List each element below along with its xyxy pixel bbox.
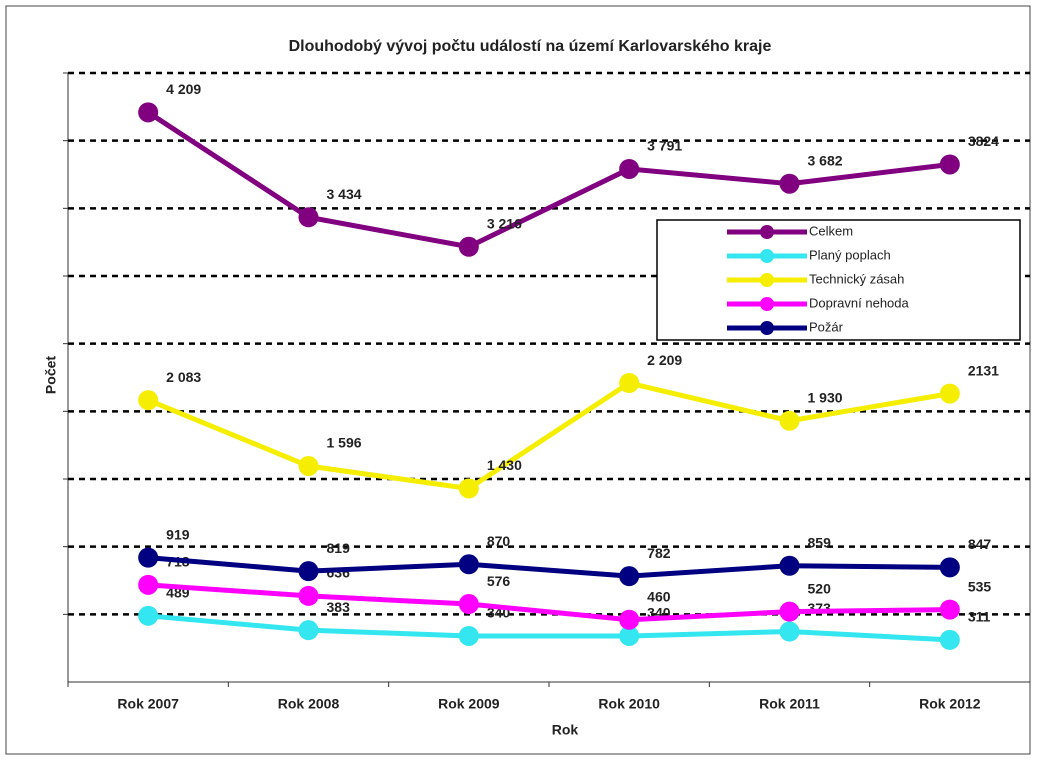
legend-marker (760, 297, 774, 311)
data-label: 3 682 (808, 152, 843, 168)
data-label: 535 (968, 578, 992, 594)
data-point (138, 605, 159, 626)
data-label: 3 434 (327, 186, 362, 202)
legend-marker (760, 321, 774, 335)
data-point (138, 390, 159, 411)
x-tick-label: Rok 2009 (438, 696, 500, 712)
data-label: 460 (647, 588, 671, 604)
series-line (147, 380, 951, 492)
data-label: 919 (166, 526, 190, 542)
legend-label: Požár (809, 319, 844, 334)
data-point (619, 609, 640, 630)
x-tick-label: Rok 2011 (759, 696, 820, 712)
data-point (939, 557, 960, 578)
data-point (298, 207, 319, 228)
data-point (458, 625, 479, 646)
legend-box (656, 219, 1021, 341)
x-tick-label: Rok 2008 (278, 696, 340, 712)
data-label: 1 930 (808, 390, 843, 406)
chart-title: Dlouhodobý vývoj počtu událostí na území… (289, 38, 772, 55)
data-point (298, 561, 319, 582)
x-tick-label: Rok 2012 (919, 696, 981, 712)
data-point (939, 599, 960, 620)
series-line (146, 110, 951, 250)
x-axis-label: Rok (552, 722, 579, 738)
y-axis-label: Počet (43, 356, 59, 394)
data-point (619, 373, 640, 394)
legend-marker (760, 225, 774, 239)
data-label: 2 209 (647, 352, 682, 368)
data-point (779, 601, 800, 622)
data-point (458, 594, 479, 615)
data-point (458, 478, 479, 499)
data-point (298, 456, 319, 477)
legend-marker (760, 273, 774, 287)
data-label: 782 (647, 545, 671, 561)
data-point (939, 629, 960, 650)
data-point (298, 620, 319, 641)
series-line (147, 613, 950, 643)
data-label: 1 430 (487, 457, 522, 473)
data-point (138, 102, 159, 123)
data-point (779, 555, 800, 576)
data-label: 520 (808, 580, 832, 596)
data-point (138, 574, 159, 595)
series-line (147, 582, 950, 623)
data-label: 3 791 (647, 138, 682, 154)
x-tick-label: Rok 2010 (598, 696, 660, 712)
data-label: 2131 (968, 362, 999, 378)
data-label: 847 (968, 536, 992, 552)
data-point (779, 410, 800, 431)
data-point (458, 554, 479, 575)
data-point (779, 173, 800, 194)
data-label: 311 (968, 609, 991, 625)
data-point (779, 621, 800, 642)
data-point (619, 566, 640, 587)
data-point (298, 585, 319, 606)
data-point (939, 383, 960, 404)
data-label: 3824 (968, 133, 999, 149)
data-label: 859 (808, 534, 832, 550)
legend-label: Celkem (809, 223, 853, 238)
data-label: 1 596 (327, 435, 362, 451)
data-label: 2 083 (166, 369, 201, 385)
data-point (619, 625, 640, 646)
data-label: 576 (487, 573, 511, 589)
data-point (619, 158, 640, 179)
legend-marker (760, 249, 774, 263)
legend-label: Technický zásah (809, 271, 904, 286)
data-label: 819 (327, 540, 351, 556)
x-tick-label: Rok 2007 (117, 696, 179, 712)
data-point (939, 154, 960, 175)
legend-label: Dopravní nehoda (809, 295, 910, 310)
data-label: 3 216 (487, 215, 522, 231)
series-line (147, 555, 950, 579)
data-label: 383 (327, 599, 351, 615)
data-label: 4 209 (166, 81, 201, 97)
data-point (458, 236, 479, 257)
data-point (138, 547, 159, 568)
legend-label: Planý poplach (809, 247, 891, 262)
data-label: 870 (487, 533, 511, 549)
